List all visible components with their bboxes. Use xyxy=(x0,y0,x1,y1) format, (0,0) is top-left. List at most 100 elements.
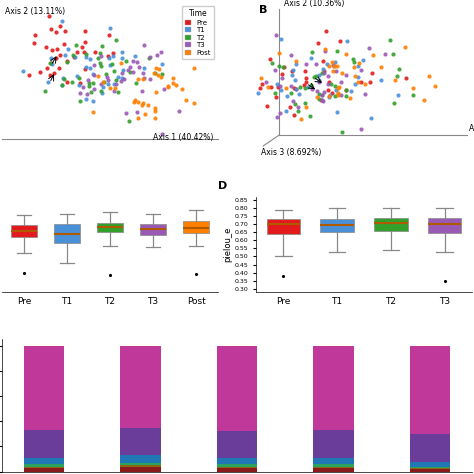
Point xyxy=(361,91,368,98)
Point xyxy=(247,82,255,90)
Point xyxy=(105,31,112,38)
Point xyxy=(48,60,56,67)
Point xyxy=(140,64,148,72)
Point xyxy=(146,54,154,61)
Point xyxy=(342,92,349,100)
Bar xyxy=(313,466,354,468)
Point xyxy=(271,90,278,97)
Point xyxy=(77,80,84,87)
Bar xyxy=(120,465,161,466)
Point xyxy=(53,28,60,36)
Point xyxy=(321,46,328,53)
Point xyxy=(110,88,118,95)
Point xyxy=(277,36,284,43)
Point xyxy=(237,120,244,128)
Point xyxy=(320,69,328,77)
Point xyxy=(326,92,333,100)
Point xyxy=(157,48,164,56)
Point xyxy=(282,84,290,91)
Point xyxy=(82,96,90,103)
Point xyxy=(273,81,281,88)
Point xyxy=(331,92,339,100)
Bar xyxy=(217,346,257,431)
Point xyxy=(351,80,359,88)
Point xyxy=(139,75,147,82)
Text: Axis 1 (40.42%): Axis 1 (40.42%) xyxy=(153,133,213,142)
Point xyxy=(64,58,71,66)
Point xyxy=(330,63,337,70)
Point xyxy=(118,74,126,82)
Point xyxy=(316,79,323,86)
Point xyxy=(347,88,355,95)
Text: D: D xyxy=(218,181,227,191)
Point xyxy=(103,73,110,81)
Point xyxy=(83,91,91,98)
Point xyxy=(401,43,409,51)
Point xyxy=(112,36,119,44)
Point xyxy=(41,87,49,94)
Point xyxy=(61,51,69,59)
Point xyxy=(324,60,331,68)
Point xyxy=(69,78,76,86)
Point xyxy=(59,18,66,25)
Point xyxy=(174,79,182,86)
PathPatch shape xyxy=(140,224,166,235)
Point xyxy=(355,63,362,70)
Point xyxy=(301,99,309,107)
Point xyxy=(58,81,66,89)
Point xyxy=(145,101,152,109)
Bar xyxy=(120,463,161,465)
Point xyxy=(90,70,97,78)
Point xyxy=(350,58,357,65)
Point xyxy=(82,27,89,35)
Point xyxy=(118,48,126,56)
Point xyxy=(30,39,37,47)
Point xyxy=(153,64,160,72)
Point xyxy=(99,79,107,86)
Point xyxy=(342,72,350,79)
Point xyxy=(85,80,92,87)
Point xyxy=(289,67,297,74)
Point xyxy=(47,54,55,62)
Point xyxy=(76,97,84,104)
Point xyxy=(42,43,50,51)
Point xyxy=(305,83,312,91)
Legend: Pre, T1, T2, T3, Post: Pre, T1, T2, T3, Post xyxy=(182,6,214,59)
Point xyxy=(335,83,342,91)
Bar xyxy=(410,462,450,466)
Point xyxy=(275,62,283,69)
PathPatch shape xyxy=(183,221,210,233)
PathPatch shape xyxy=(374,218,408,230)
Point xyxy=(153,51,161,58)
Point xyxy=(290,98,297,105)
Point xyxy=(349,55,356,63)
Point xyxy=(152,104,159,112)
Point xyxy=(287,51,294,59)
Point xyxy=(328,58,336,65)
Point xyxy=(258,80,266,88)
Point xyxy=(294,108,302,115)
Point xyxy=(390,50,397,58)
PathPatch shape xyxy=(97,223,123,232)
Point xyxy=(46,72,54,79)
Point xyxy=(290,84,298,91)
Point xyxy=(182,97,190,104)
Point xyxy=(138,101,146,109)
PathPatch shape xyxy=(320,219,354,232)
Point xyxy=(334,90,342,97)
Point xyxy=(387,36,394,44)
Point xyxy=(20,67,27,75)
Point xyxy=(146,75,154,82)
Point xyxy=(91,71,98,79)
Point xyxy=(100,78,108,86)
Point xyxy=(346,94,354,101)
Point xyxy=(302,60,310,68)
Point xyxy=(276,82,284,90)
Point xyxy=(327,91,334,99)
Point xyxy=(73,48,81,56)
Point xyxy=(118,77,125,84)
Point xyxy=(359,56,366,64)
Point xyxy=(87,88,94,95)
Point xyxy=(365,44,373,51)
Point xyxy=(82,38,89,46)
